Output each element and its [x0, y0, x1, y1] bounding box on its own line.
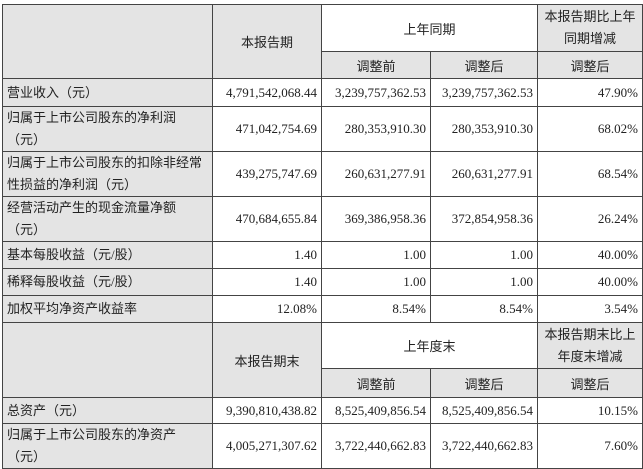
cell-after: 3,722,440,662.83	[429, 423, 539, 469]
header-period-end: 本报告期末	[212, 322, 322, 398]
cell-change: 10.15%	[537, 397, 643, 424]
cell-after: 8.54%	[429, 295, 539, 323]
cell-current: 471,042,754.69	[212, 106, 322, 152]
header-change-adjusted: 调整后	[537, 368, 643, 398]
cell-change: 26.24%	[537, 196, 643, 242]
table-row: 归属于上市公司股东的扣除非经常性损益的净利润（元） 439,275,747.69…	[2, 151, 643, 197]
header-current-period: 本报告期	[212, 4, 322, 79]
cell-current: 1.40	[212, 268, 322, 296]
row-label: 稀释每股收益（元/股）	[2, 268, 213, 296]
cell-before: 3,722,440,662.83	[321, 423, 431, 469]
cell-after: 260,631,277.91	[429, 151, 539, 197]
table-row: 稀释每股收益（元/股） 1.40 1.00 1.00 40.00%	[2, 268, 643, 296]
table-row: 基本每股收益（元/股） 1.40 1.00 1.00 40.00%	[2, 241, 643, 269]
cell-current: 1.40	[212, 241, 322, 269]
table-row: 经营活动产生的现金流量净额（元） 470,684,655.84 369,386,…	[2, 196, 643, 242]
cell-change: 3.54%	[537, 295, 643, 323]
row-label: 归属于上市公司股东的净利润（元）	[2, 106, 213, 152]
cell-current: 4,791,542,068.44	[212, 78, 322, 107]
row-label: 营业收入（元）	[2, 78, 213, 107]
cell-before: 8,525,409,856.54	[321, 397, 431, 424]
row-label: 经营活动产生的现金流量净额（元）	[2, 196, 213, 242]
cell-change: 47.90%	[537, 78, 643, 107]
cell-before: 3,239,757,362.53	[321, 78, 431, 107]
header-change: 本报告期末比上年度末增减	[537, 322, 643, 369]
cell-current: 470,684,655.84	[212, 196, 322, 242]
cell-before: 260,631,277.91	[321, 151, 431, 197]
cell-change: 40.00%	[537, 268, 643, 296]
cell-before: 8.54%	[321, 295, 431, 323]
header-after-adjustment: 调整后	[429, 51, 539, 79]
table-row: 总资产（元） 9,390,810,438.82 8,525,409,856.54…	[2, 397, 643, 424]
header-change-adjusted: 调整后	[537, 51, 643, 79]
table-row: 加权平均净资产收益率 12.08% 8.54% 8.54% 3.54%	[2, 295, 643, 323]
row-label: 基本每股收益（元/股）	[2, 241, 213, 269]
cell-current: 9,390,810,438.82	[212, 397, 322, 424]
table-row: 归属于上市公司股东的净利润（元） 471,042,754.69 280,353,…	[2, 106, 643, 152]
cell-change: 68.02%	[537, 106, 643, 152]
cell-after: 1.00	[429, 268, 539, 296]
header-before-adjustment: 调整前	[321, 51, 431, 79]
cell-before: 280,353,910.30	[321, 106, 431, 152]
row-label: 加权平均净资产收益率	[2, 295, 213, 323]
header-after-adjustment: 调整后	[429, 368, 539, 398]
row-label: 总资产（元）	[2, 397, 213, 424]
table-row: 归属于上市公司股东的净资产（元） 4,005,271,307.62 3,722,…	[2, 423, 643, 469]
cell-current: 4,005,271,307.62	[212, 423, 322, 469]
cell-after: 8,525,409,856.54	[429, 397, 539, 424]
cell-before: 1.00	[321, 268, 431, 296]
row-label: 归属于上市公司股东的扣除非经常性损益的净利润（元）	[2, 151, 213, 197]
cell-after: 280,353,910.30	[429, 106, 539, 152]
header-prior-year-end: 上年度末	[320, 322, 539, 369]
cell-before: 369,386,958.36	[321, 196, 431, 242]
cell-current: 439,275,747.69	[212, 151, 322, 197]
financial-summary-table: 本报告期 上年同期 本报告期比上年同期增减 调整前 调整后 调整后 营业收入（元…	[2, 4, 643, 469]
cell-after: 372,854,958.36	[429, 196, 539, 242]
cell-after: 3,239,757,362.53	[429, 78, 539, 107]
row-label: 归属于上市公司股东的净资产（元）	[2, 423, 213, 469]
header-blank	[2, 322, 213, 398]
cell-current: 12.08%	[212, 295, 322, 323]
header-blank	[2, 4, 213, 79]
cell-change: 68.54%	[537, 151, 643, 197]
header-before-adjustment: 调整前	[321, 368, 431, 398]
cell-before: 1.00	[321, 241, 431, 269]
header-prior-period: 上年同期	[320, 4, 539, 52]
cell-after: 1.00	[429, 241, 539, 269]
table-row: 营业收入（元） 4,791,542,068.44 3,239,757,362.5…	[2, 78, 643, 107]
cell-change: 40.00%	[537, 241, 643, 269]
cell-change: 7.60%	[537, 423, 643, 469]
header-change: 本报告期比上年同期增减	[537, 4, 643, 52]
